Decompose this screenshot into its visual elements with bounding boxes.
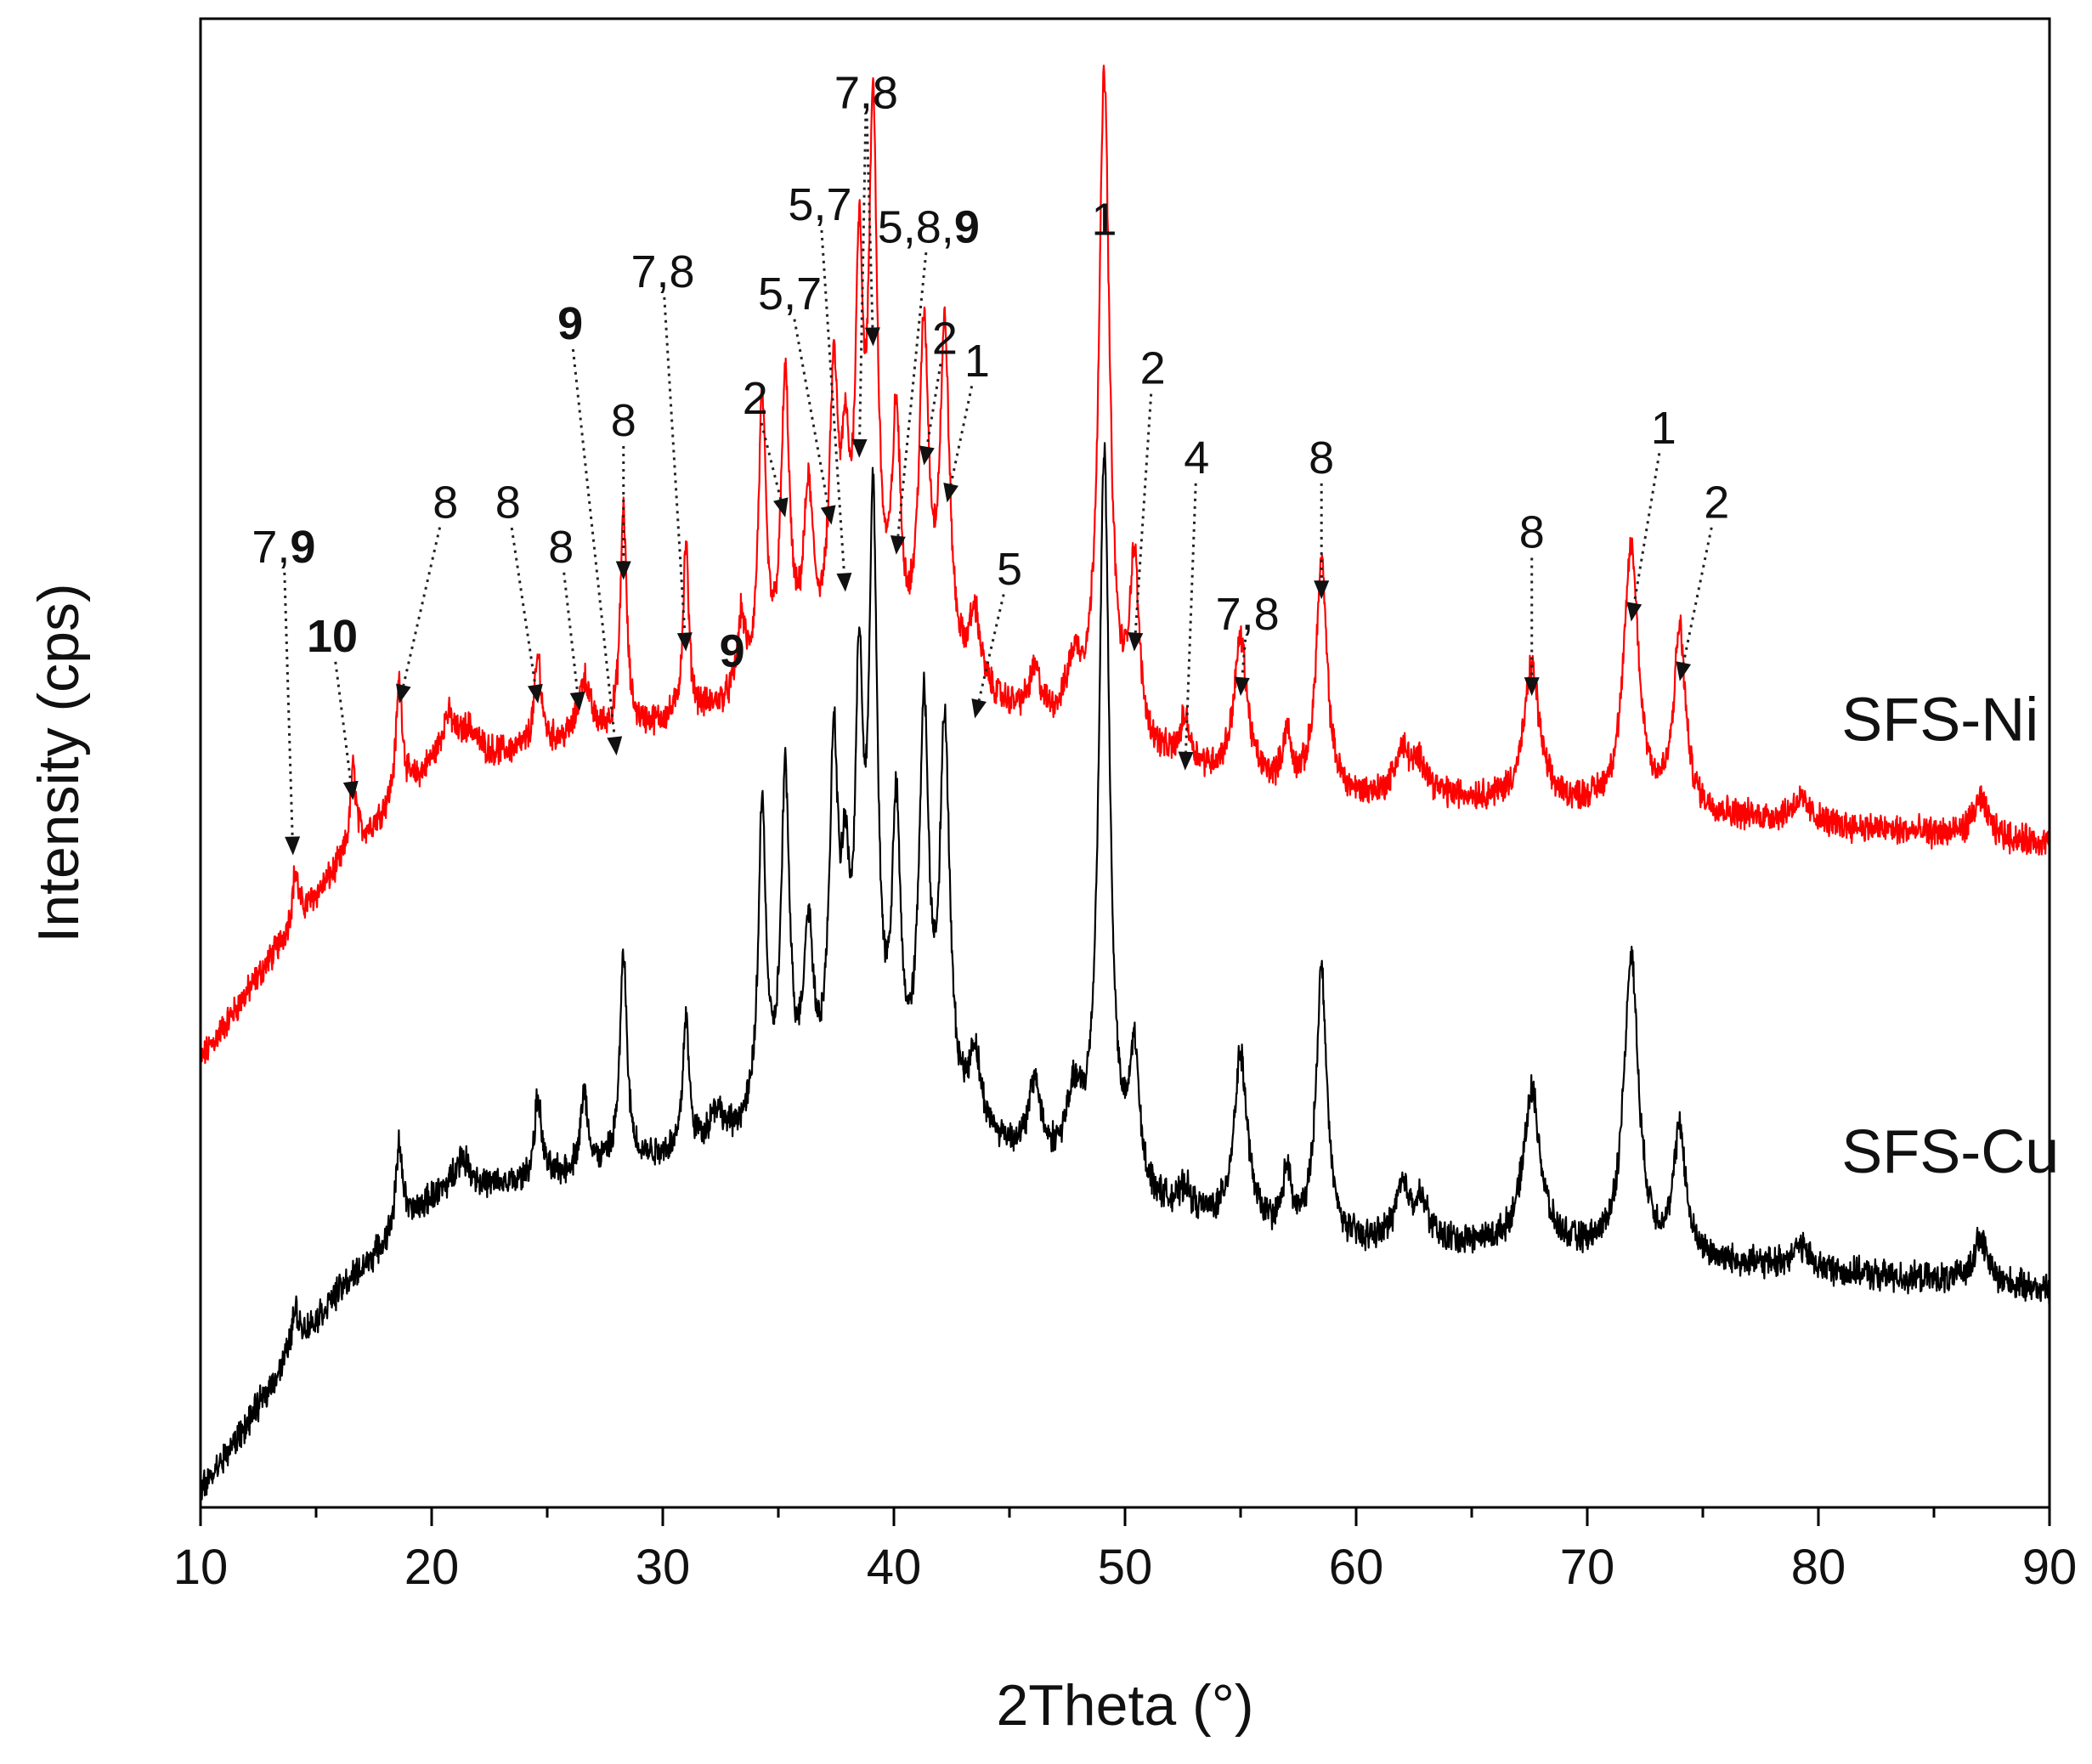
peak-label: 2	[1704, 477, 1729, 528]
peak-arrow-line	[510, 527, 537, 686]
x-tick-label: 60	[1329, 1540, 1384, 1595]
x-tick-label: 90	[2022, 1540, 2078, 1595]
peak-arrow-head	[1676, 661, 1692, 681]
peak-arrow-head	[836, 572, 852, 592]
series-label: SFS-Ni	[1841, 687, 2038, 755]
peak-arrow-head	[342, 780, 359, 800]
peak-arrow-head	[943, 483, 958, 503]
peak-arrow-head	[773, 497, 789, 517]
peak-arrow-head	[615, 561, 631, 580]
peak-arrow-line	[896, 252, 928, 536]
peak-label: 7,8	[1216, 589, 1280, 640]
x-tick-label: 30	[636, 1540, 691, 1595]
peak-label: 7,8	[630, 246, 694, 297]
peak-arrow-line	[563, 572, 580, 693]
peak-arrow-head	[607, 736, 623, 756]
series-line-sfs-cu	[199, 442, 2051, 1501]
peak-label: 8	[495, 477, 521, 528]
x-tick-label: 40	[867, 1540, 922, 1595]
peak-arrow-head	[1128, 632, 1144, 652]
peak-arrow-line	[977, 594, 1005, 701]
peak-label: 2	[1140, 343, 1166, 394]
peak-label: 7,8	[834, 68, 898, 119]
x-tick-label: 10	[173, 1540, 229, 1595]
peak-label: 5	[997, 544, 1022, 595]
peak-label: 4	[1184, 433, 1209, 483]
peak-label: 7,8	[834, 68, 898, 119]
peak-arrow-head	[1524, 677, 1540, 697]
peak-arrow-line	[283, 572, 294, 837]
x-axis-tick-labels: 10 20 30 40 50 60 70 80 90	[173, 1540, 2078, 1595]
peak-arrow-head	[971, 698, 987, 719]
series-label: SFS-Cu	[1841, 1118, 2059, 1186]
x-tick-label: 70	[1560, 1540, 1615, 1595]
peak-arrow-head	[1314, 580, 1330, 600]
peak-arrow-head	[527, 683, 543, 704]
x-tick-label: 80	[1791, 1540, 1846, 1595]
peak-label: 8	[1519, 506, 1545, 557]
peak-arrow-line	[1185, 483, 1197, 752]
x-tick-label: 50	[1098, 1540, 1153, 1595]
peak-label: 9	[720, 626, 745, 677]
peak-label: 8	[548, 522, 574, 573]
peak-arrow-line	[793, 319, 830, 507]
peak-arrow-head	[864, 327, 880, 347]
x-axis-title: 2Theta (°)	[996, 1673, 1253, 1738]
peak-label: 7,9	[252, 522, 315, 573]
peak-arrow-line	[760, 422, 783, 500]
plot-series-group	[199, 65, 2051, 1501]
peak-arrow-head	[569, 691, 585, 711]
peak-arrow-line	[1682, 527, 1713, 664]
peak-label: 8	[433, 477, 458, 528]
peak-label: 8	[1309, 433, 1334, 483]
peak-label: 1	[1091, 195, 1117, 246]
peak-label: 8	[611, 395, 636, 446]
peak-label: 5,8,9	[878, 201, 980, 252]
peak-arrow-head	[1626, 602, 1643, 622]
peak-arrow-line	[334, 661, 353, 783]
peak-arrow-line	[925, 364, 942, 448]
peak-label: 1	[964, 336, 990, 387]
peak-arrow-head	[919, 445, 935, 466]
peak-arrow-head	[1234, 676, 1250, 697]
peak-arrow-head	[1178, 751, 1194, 771]
peak-arrow-head	[890, 534, 906, 555]
peak-arrow-head	[820, 505, 836, 525]
x-axis-ticks	[199, 1507, 2051, 1526]
peak-arrow-line	[949, 385, 974, 485]
peak-label: 5,7	[758, 269, 822, 319]
plot-frame	[199, 17, 2051, 1509]
peak-arrow-line	[820, 229, 845, 574]
peak-arrow-line	[663, 297, 687, 633]
series-labels: SFS-Ni SFS-Cu	[1841, 687, 2059, 1186]
peak-arrow-line	[571, 348, 616, 738]
peak-arrow-head	[285, 836, 301, 856]
peak-arrow-head	[851, 438, 868, 458]
peak-arrow-line	[1134, 393, 1153, 633]
peak-label: 5,7	[788, 179, 851, 230]
peak-arrow-head	[676, 632, 693, 652]
peak-label: 1	[1651, 403, 1676, 454]
peak-arrow-line	[1241, 639, 1247, 678]
series-line-sfs-ni	[199, 65, 2051, 1065]
peak-label: 2	[743, 373, 768, 424]
peak-label: 10	[307, 611, 358, 662]
peak-label: 9	[557, 298, 583, 349]
y-axis-title: Intensity (cps)	[26, 583, 91, 942]
peak-arrow-line	[1632, 453, 1661, 604]
peak-arrow-line	[402, 527, 442, 686]
x-tick-label: 20	[404, 1540, 460, 1595]
peak-label: 2	[932, 314, 958, 365]
peak-arrow-head	[396, 683, 411, 704]
